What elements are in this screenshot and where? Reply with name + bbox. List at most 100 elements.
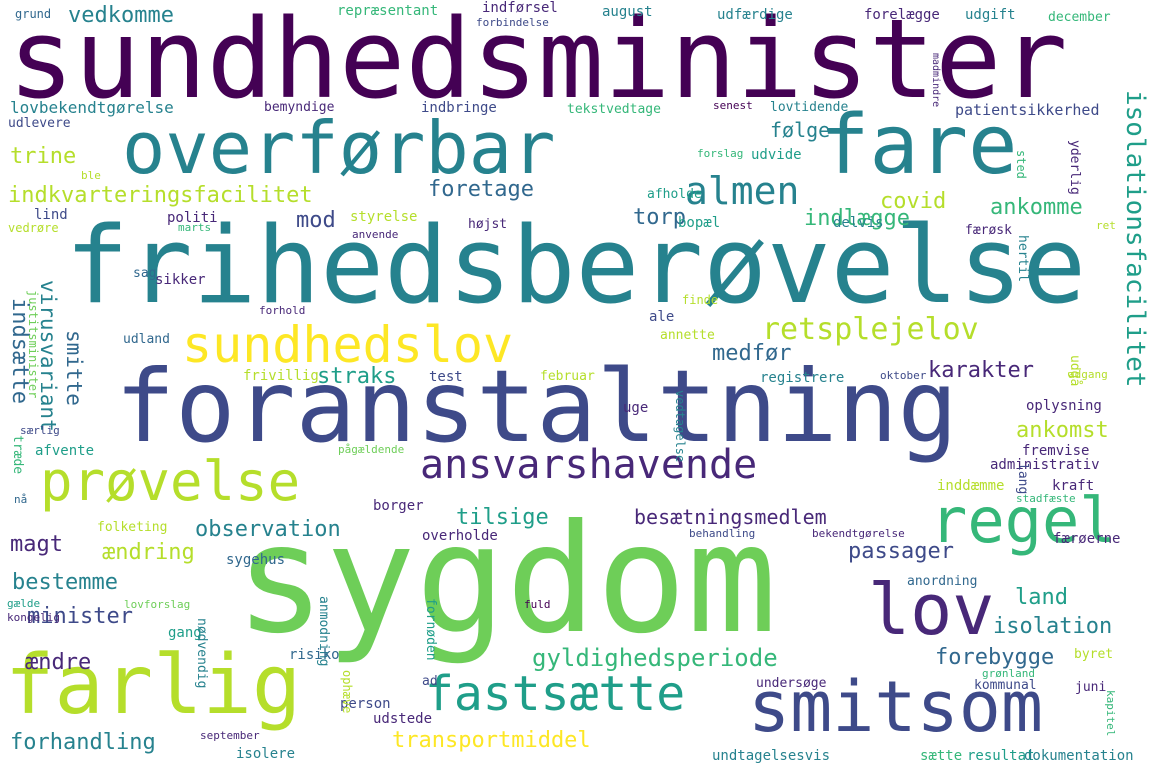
word-oktober: oktober <box>880 369 927 382</box>
word-anordning: anordning <box>907 574 978 589</box>
word-udlevere: udlevere <box>8 116 71 131</box>
word-adgang: adgang <box>1068 368 1108 381</box>
word-udstede: udstede <box>373 711 433 727</box>
word-borger: borger <box>373 498 424 514</box>
word-ale: ale <box>649 309 675 325</box>
word-madmindre: madmindre <box>930 53 941 108</box>
word-tekstvedtage: tekstvedtage <box>567 102 661 117</box>
word-udfaerdige: udfærdige <box>717 7 793 23</box>
word-udvide: udvide <box>751 147 802 163</box>
word-sted: sted <box>1014 150 1028 179</box>
word-smitte: smitte <box>62 330 86 406</box>
word-indlaegge: indlægge <box>804 206 910 231</box>
word-august: august <box>602 4 653 20</box>
word-ad: ad <box>422 674 438 689</box>
word-trine: trine <box>10 144 77 169</box>
word-transportmiddel: transportmiddel <box>392 728 591 753</box>
word-groenland: grønland <box>982 667 1035 680</box>
word-aendre: ændre <box>25 650 92 675</box>
word-paagaeldende: pågældende <box>338 443 405 456</box>
word-ret: ret <box>1096 219 1116 232</box>
word-almen: almen <box>685 169 800 213</box>
word-udland: udland <box>123 332 170 347</box>
word-afholde: afholde <box>647 187 702 202</box>
word-ansvarshavende: ansvarshavende <box>420 442 758 488</box>
word-saerlig: særlig <box>20 424 60 437</box>
word-administrativ: administrativ <box>990 457 1100 473</box>
word-kapitel: kapitel <box>1104 690 1117 737</box>
word-land: land <box>1015 585 1068 610</box>
word-risiko: risiko <box>289 647 340 663</box>
word-finde: finde <box>682 293 719 307</box>
word-covid: covid <box>880 189 947 214</box>
word-kraft: kraft <box>1052 478 1095 494</box>
word-hertil: hertil <box>1015 235 1030 282</box>
word-delvis: delvis <box>833 215 884 231</box>
word-forbindelse: forbindelse <box>476 16 549 29</box>
word-tilsige: tilsige <box>456 505 549 530</box>
word-afvente: afvente <box>35 443 95 459</box>
word-fastsaette: fastsætte <box>425 666 686 722</box>
word-dokumentation: dokumentation <box>1024 748 1134 764</box>
word-foranstaltning: foranstaltning <box>115 348 958 465</box>
word-undersoege: undersøge <box>756 676 827 691</box>
word-lovbekendtgoerelse: lovbekendtgørelse <box>10 98 174 117</box>
word-sygehus: sygehus <box>226 552 286 568</box>
word-person: person <box>340 696 391 712</box>
word-lind: lind <box>34 207 68 223</box>
word-sundhedslov: sundhedslov <box>182 316 514 374</box>
word-forelaegge: forelægge <box>864 7 940 23</box>
word-vedroere: vedrøre <box>8 221 59 235</box>
word-naa: nå <box>14 493 28 506</box>
word-lovforslag: lovforslag <box>124 598 191 611</box>
word-overholde: overholde <box>422 528 498 544</box>
word-kommunal: kommunal <box>974 678 1037 693</box>
word-sikker: sikker <box>155 272 206 288</box>
word-styrelse: styrelse <box>350 209 418 225</box>
word-overfoerbar: overførbar <box>122 106 556 190</box>
word-karakter: karakter <box>928 358 1034 383</box>
word-kongelig: kongelig <box>7 611 60 624</box>
word-indfoersel: indførsel <box>482 0 558 16</box>
word-ankomme: ankomme <box>990 195 1083 220</box>
word-foretage: foretage <box>428 177 534 202</box>
word-byret: byret <box>1074 647 1114 662</box>
word-behandling: behandling <box>689 527 756 540</box>
word-minister: minister <box>27 604 133 629</box>
word-folketing: folketing <box>97 520 168 535</box>
word-foelge: følge <box>770 118 831 142</box>
word-indkvarteringsfacilitet: indkvarteringsfacilitet <box>8 183 313 208</box>
word-politi: politi <box>167 210 218 226</box>
word-isolationsfacilitet: isolationsfacilitet <box>1120 90 1150 388</box>
word-farlig: farlig <box>5 638 302 733</box>
word-vedtagelse: vedtagelse <box>673 390 687 463</box>
word-lovtidende: lovtidende <box>770 100 849 115</box>
word-magt: magt <box>10 532 63 557</box>
word-virusvariant: virusvariant <box>36 280 60 432</box>
word-registrere: registrere <box>760 370 845 386</box>
word-februar: februar <box>540 369 595 384</box>
word-vedkomme: vedkomme <box>68 3 174 28</box>
word-traede: træde <box>10 435 25 475</box>
word-oplysning: oplysning <box>1026 398 1102 414</box>
word-fornoeden: fornøden <box>423 598 438 661</box>
word-forebygge: forebygge <box>935 645 1055 670</box>
word-ble: ble <box>81 169 101 182</box>
word-bopael: bopæl <box>678 215 721 231</box>
word-test: test <box>429 369 463 385</box>
word-bemyndige: bemyndige <box>264 100 335 115</box>
word-hoejst: højst <box>468 217 508 232</box>
word-faeroeerne: færøerne <box>1053 531 1121 547</box>
word-forhold: forhold <box>259 304 306 317</box>
word-gang: gang <box>168 625 202 641</box>
word-frihedsberoevelse: frihedsberøvelse <box>65 204 1087 327</box>
word-sundhedsminister: sundhedsminister <box>8 0 1068 123</box>
word-forslag: forslag <box>697 147 744 160</box>
word-ophaeve: ophæve <box>340 670 354 714</box>
word-fare: fare <box>820 98 1018 193</box>
word-frivillig: frivillig <box>243 368 319 384</box>
word-forhandling: forhandling <box>10 730 156 755</box>
word-straks: straks <box>317 364 397 389</box>
word-resultat: resultat <box>967 748 1035 764</box>
